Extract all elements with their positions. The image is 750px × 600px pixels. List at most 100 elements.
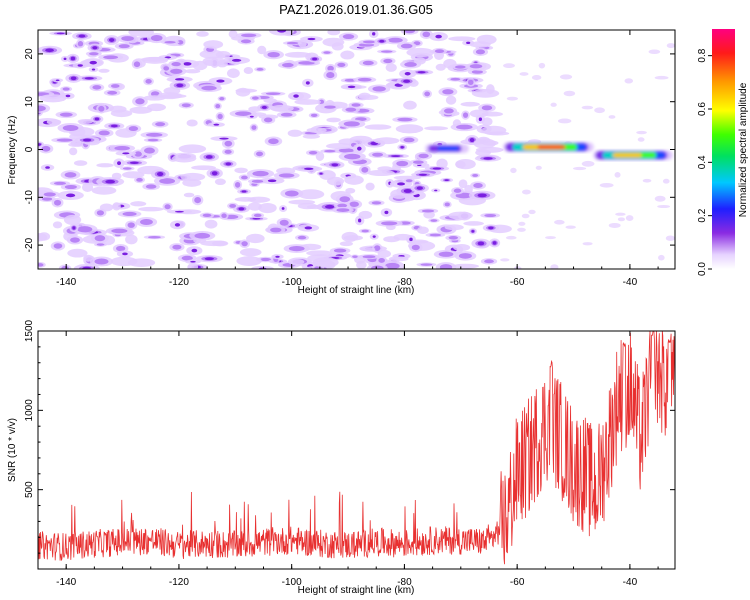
spectrogram-noise-core bbox=[293, 94, 299, 98]
x-tick-label: -100 bbox=[282, 577, 302, 588]
spectrogram-noise-core bbox=[45, 48, 54, 53]
spectrogram-x-label: Height of straight line (km) bbox=[298, 285, 415, 296]
spectrogram-noise-body bbox=[450, 77, 461, 81]
spectrogram-noise-body bbox=[103, 55, 119, 60]
spectrogram-noise-halo bbox=[96, 163, 114, 168]
spectrogram-noise-body bbox=[338, 148, 355, 153]
spectrogram-noise-core bbox=[122, 252, 128, 256]
x-tick-label: -140 bbox=[56, 577, 76, 588]
spectrogram-noise-body bbox=[54, 199, 62, 206]
spectrogram-noise-halo bbox=[187, 262, 199, 269]
spectrogram-noise-body bbox=[284, 190, 299, 197]
spectrogram-noise-halo bbox=[424, 126, 449, 131]
spectrogram-noise-halo bbox=[203, 40, 224, 49]
spectrogram-noise-halo bbox=[191, 165, 216, 171]
spectrogram-noise-core bbox=[492, 241, 497, 245]
spectrogram-faint-blob bbox=[614, 172, 621, 178]
spectrogram-noise-body bbox=[259, 257, 272, 262]
spectrogram-faint-blob bbox=[519, 72, 529, 76]
spectrogram-noise-body bbox=[122, 211, 137, 217]
spectrogram-faint-blob bbox=[535, 165, 542, 170]
spectrogram-faint-blob bbox=[538, 62, 546, 69]
colorbar: 0.0 0.2 0.4 0.6 0.8 Normalized spectral ampl… bbox=[697, 29, 749, 276]
spectrogram-noise-core bbox=[418, 173, 428, 176]
spectrogram-noise-core bbox=[252, 217, 261, 220]
spectrogram-noise-body bbox=[352, 255, 358, 258]
spectrogram-noise-body bbox=[371, 265, 384, 269]
spectrogram-faint-blob bbox=[550, 102, 557, 107]
spectrogram-noise-halo bbox=[460, 101, 480, 107]
spectrogram-noise-body bbox=[357, 77, 372, 82]
spectrogram-noise-body bbox=[41, 197, 53, 201]
spectrogram-noise-body bbox=[418, 153, 429, 159]
spectrogram-noise-body bbox=[150, 34, 163, 42]
spectrogram-noise-halo bbox=[435, 63, 446, 71]
spectrogram-noise-body bbox=[421, 209, 435, 213]
spectrogram-noise-core bbox=[174, 223, 181, 227]
spectrogram-noise-body bbox=[134, 151, 142, 157]
spectrogram-faint-blob bbox=[654, 195, 666, 202]
spectrogram-noise-body bbox=[484, 259, 494, 264]
spectrogram-noise-body bbox=[252, 170, 269, 177]
spectrogram-noise-body bbox=[267, 51, 280, 58]
x-tick-label: -40 bbox=[623, 277, 638, 288]
spectrogram-noise-halo bbox=[284, 51, 312, 58]
spectrogram-noise-body bbox=[61, 265, 69, 269]
spectrogram-noise-body bbox=[77, 41, 84, 47]
spectrogram-noise-core bbox=[45, 166, 50, 169]
spectrogram-noise-core bbox=[78, 34, 86, 38]
y-tick-label: 1500 bbox=[24, 319, 35, 342]
snr-y-label: SNR (10 * v/v) bbox=[7, 418, 18, 482]
spectrogram-noise-core bbox=[56, 32, 65, 35]
spectrogram-noise-body bbox=[434, 49, 445, 54]
spectrogram-faint-blob bbox=[608, 115, 616, 119]
spectrogram-noise-body bbox=[145, 132, 163, 137]
spectrogram-noise-body bbox=[114, 145, 130, 151]
spectrogram-noise-core bbox=[488, 226, 494, 230]
spectrogram-noise-halo bbox=[364, 124, 392, 130]
spectrogram-noise-body bbox=[224, 149, 232, 154]
spectrogram-noise-halo bbox=[38, 233, 48, 242]
spectrogram-noise-body bbox=[235, 181, 241, 188]
spectrogram-noise-halo bbox=[327, 176, 345, 186]
spectrogram-noise-halo bbox=[469, 109, 489, 118]
spectrogram-noise-body bbox=[133, 61, 141, 68]
spectrogram-noise-core bbox=[108, 38, 115, 42]
spectrogram-noise-body bbox=[251, 125, 257, 130]
spectrogram-noise-core bbox=[403, 79, 411, 83]
spectrogram-noise-halo bbox=[383, 236, 400, 243]
x-tick-label: -120 bbox=[169, 277, 189, 288]
spectrogram-noise-halo bbox=[481, 140, 499, 146]
spectrogram-faint-blob bbox=[657, 204, 671, 209]
spectrogram-noise-body bbox=[345, 107, 357, 112]
spectrogram-faint-blob bbox=[554, 219, 565, 225]
spectrogram-noise-core bbox=[417, 71, 426, 74]
spectrogram-noise-core bbox=[65, 94, 71, 98]
spectrogram-noise-core bbox=[435, 34, 442, 39]
spectrogram-noise-halo bbox=[481, 117, 493, 126]
spectrogram-noise-body bbox=[383, 58, 393, 64]
spectrogram-noise-body bbox=[148, 236, 161, 239]
spectrogram-noise-halo bbox=[68, 142, 83, 147]
spectrogram-noise-halo bbox=[183, 192, 195, 198]
spectrogram-noise-core bbox=[241, 190, 247, 193]
spectrogram-noise-core bbox=[238, 207, 245, 211]
spectrogram-faint-blob bbox=[573, 166, 587, 171]
spectrogram-noise-halo bbox=[326, 117, 341, 123]
spectrogram-noise-body bbox=[145, 184, 157, 189]
spectrogram-noise-core bbox=[249, 115, 254, 118]
spectrogram-noise-body bbox=[217, 113, 223, 120]
spectrogram-noise-body bbox=[270, 227, 282, 233]
spectrogram-noise-halo bbox=[110, 256, 138, 267]
spectrogram-faint-blob bbox=[505, 235, 517, 240]
spectrogram-noise-core bbox=[219, 137, 229, 140]
spectrogram-noise-halo bbox=[312, 257, 339, 268]
spectrogram-faint-blob bbox=[531, 74, 542, 81]
spectrogram-noise-core bbox=[319, 172, 323, 175]
spectrogram-noise-halo bbox=[98, 68, 110, 73]
spectrogram-noise-halo bbox=[268, 30, 295, 36]
spectrogram-noise-body bbox=[378, 258, 385, 263]
spectrogram-noise-core bbox=[331, 163, 339, 167]
spectrogram-noise-halo bbox=[290, 259, 305, 265]
spectrogram-noise-core bbox=[432, 167, 442, 170]
